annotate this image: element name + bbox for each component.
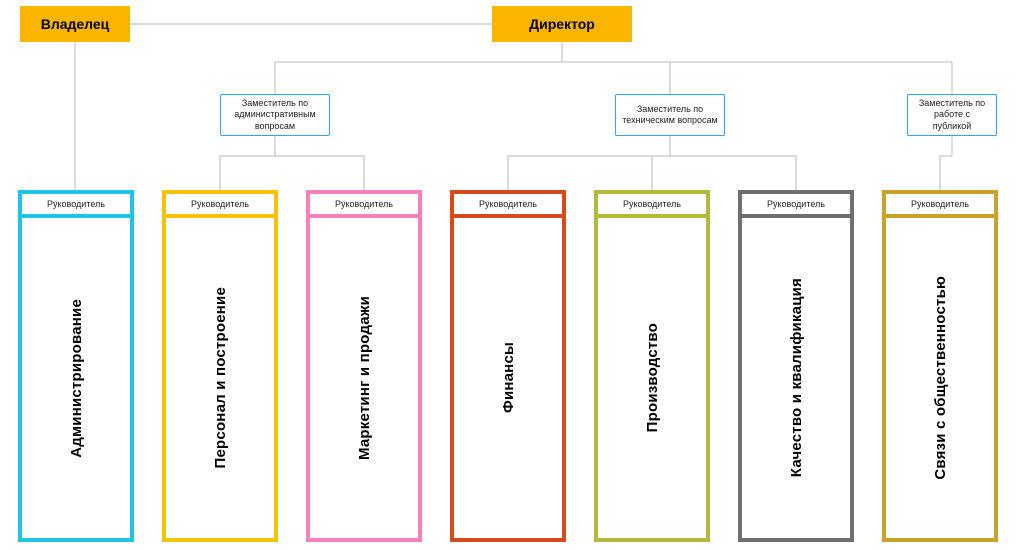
department-leader: Руководитель [882,190,998,218]
department-label: Связи с общественностью [932,276,949,480]
department-4: Руководитель Производство [594,190,710,542]
department-label: Администрирование [68,299,85,458]
department-5: Руководитель Качество и квалификация [738,190,854,542]
department-label: Финансы [500,342,517,413]
deputy-admin: Заместитель по административным вопросам [220,94,330,136]
deputy-pr: Заместитель по работе с публикой [907,94,997,136]
department-body: Администрирование [18,218,134,542]
department-body: Качество и квалификация [738,218,854,542]
deputy-tech: Заместитель по техническим вопросам [615,94,725,136]
department-0: Руководитель Администрирование [18,190,134,542]
department-leader: Руководитель [306,190,422,218]
department-1: Руководитель Персонал и построение [162,190,278,542]
department-2: Руководитель Маркетинг и продажи [306,190,422,542]
department-body: Финансы [450,218,566,542]
department-label: Персонал и построение [212,287,229,468]
owner-label: Владелец [41,16,110,32]
department-leader: Руководитель [738,190,854,218]
director-node: Директор [492,6,632,42]
department-leader: Руководитель [162,190,278,218]
department-3: Руководитель Финансы [450,190,566,542]
department-label: Производство [644,323,661,432]
department-6: Руководитель Связи с общественностью [882,190,998,542]
department-label: Качество и квалификация [788,278,805,477]
department-leader: Руководитель [450,190,566,218]
department-body: Связи с общественностью [882,218,998,542]
owner-node: Владелец [20,6,130,42]
department-body: Производство [594,218,710,542]
department-body: Маркетинг и продажи [306,218,422,542]
department-leader: Руководитель [594,190,710,218]
department-body: Персонал и построение [162,218,278,542]
department-label: Маркетинг и продажи [356,296,373,460]
director-label: Директор [529,16,595,32]
department-leader: Руководитель [18,190,134,218]
